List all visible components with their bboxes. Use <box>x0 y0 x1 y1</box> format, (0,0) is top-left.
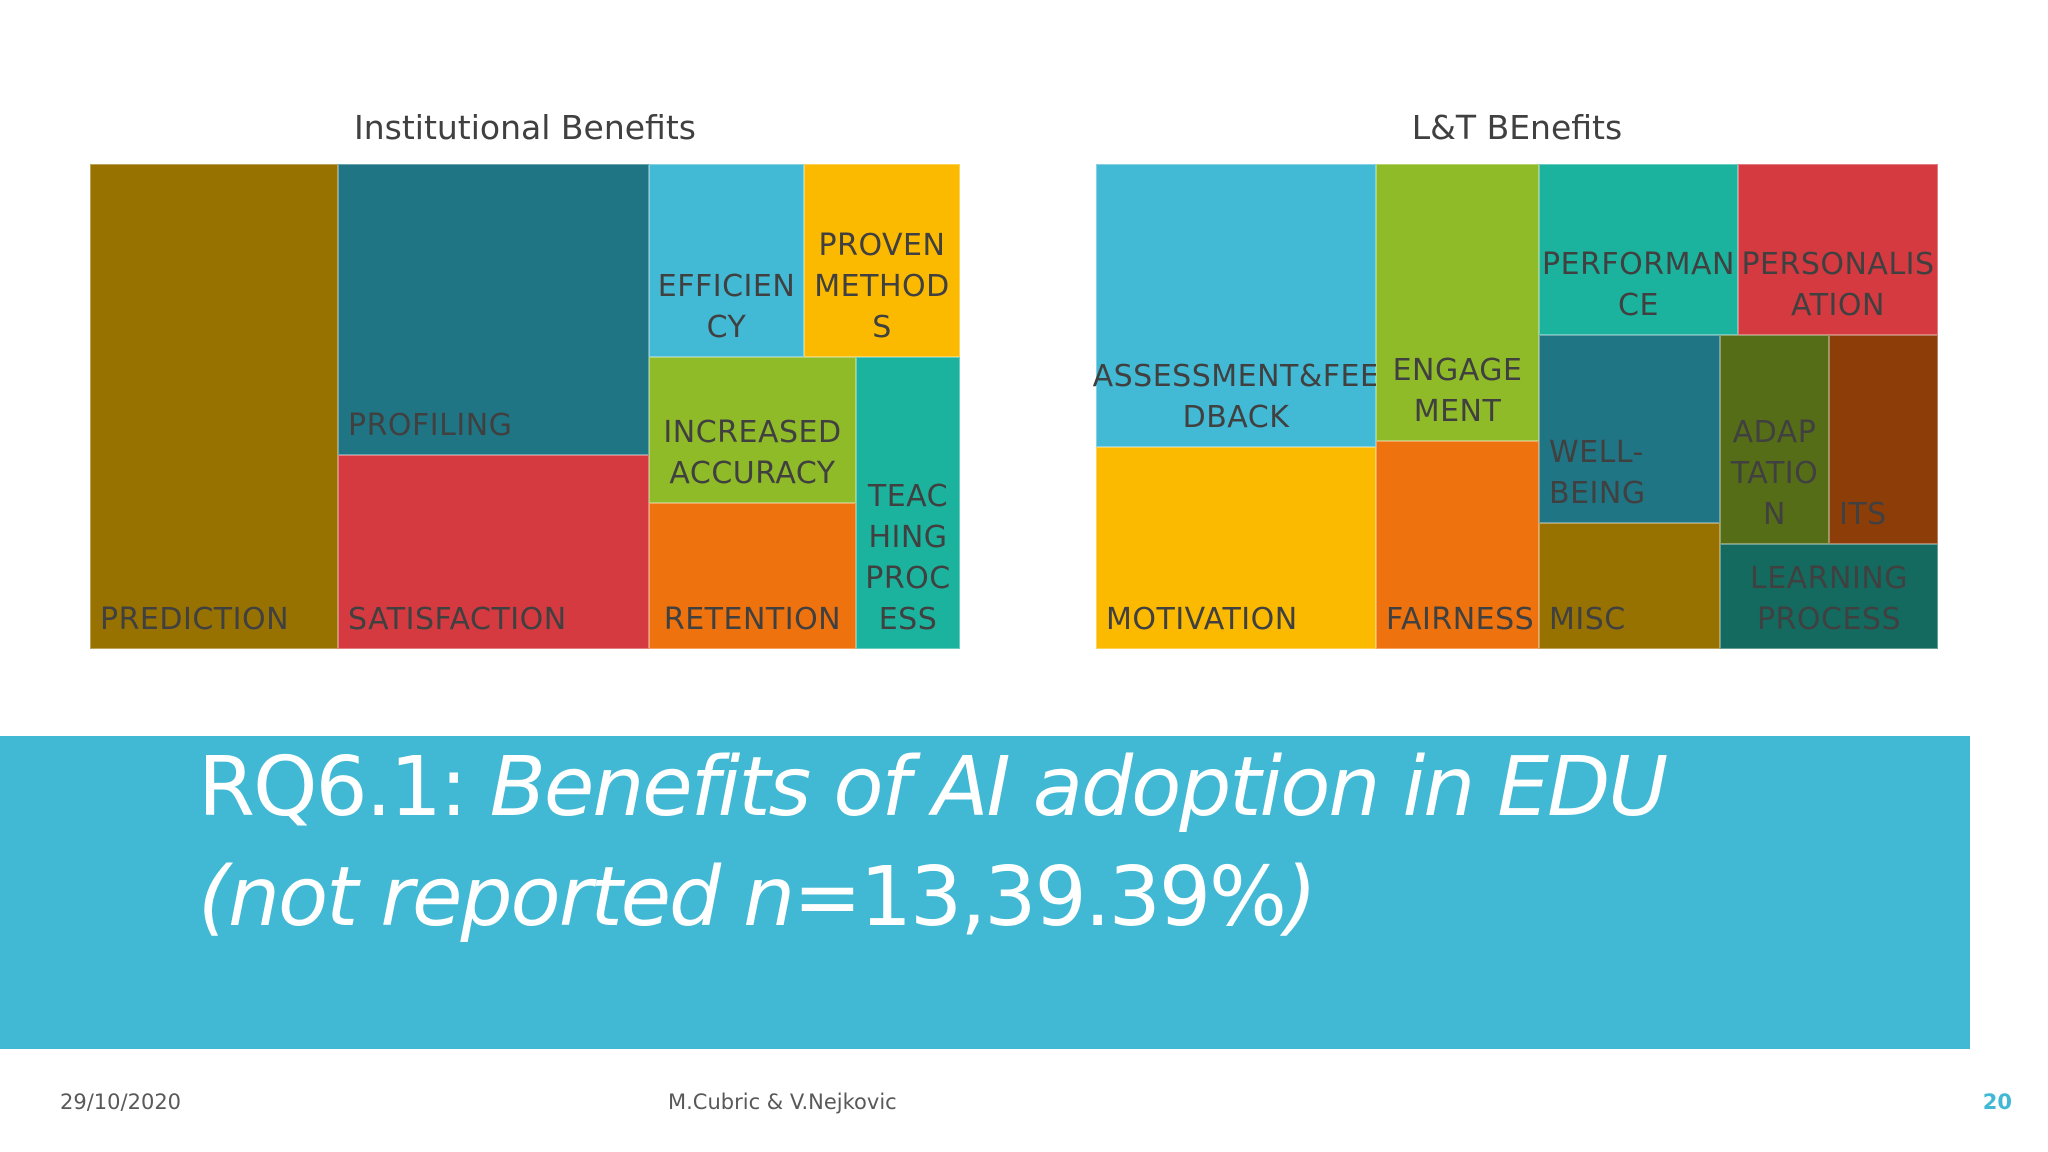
treemap-tile-prediction: PREDICTION <box>90 164 338 649</box>
treemap-tile-profiling: PROFILING <box>338 164 649 455</box>
treemap-tile-label: TEAC HING PROC ESS <box>865 479 951 637</box>
chart-title-institutional: Institutional Benefits <box>354 108 696 147</box>
treemap-tile-learningprocess: LEARNING PROCESS <box>1720 544 1938 649</box>
treemap-tile-efficiency: EFFICIEN CY <box>649 164 804 357</box>
treemap-tile-personalisation: PERSONALIS ATION <box>1738 164 1938 335</box>
treemap-tile-well-being: WELL- BEING <box>1539 335 1720 523</box>
treemap-tile-label: PROVEN METHOD S <box>814 228 950 345</box>
treemap-tile-label: FAIRNESS <box>1386 602 1535 637</box>
title-banner: RQ6.1: Benefits of AI adoption in EDU (n… <box>0 736 1970 1049</box>
slide-title-open: (not reported <box>198 850 744 945</box>
treemap-tile-label: PERFORMAN CE <box>1542 247 1735 323</box>
treemap-tile-label: PREDICTION <box>100 602 290 637</box>
slide-title-line-1: RQ6.1: Benefits of AI adoption in EDU <box>198 738 1669 838</box>
footer-date: 29/10/2020 <box>60 1090 182 1114</box>
treemap-tile-satisfaction: SATISFACTION <box>338 455 649 649</box>
page-number: 20 <box>1982 1090 2012 1114</box>
treemap-institutional-benefits: PREDICTION PROFILING SATISFACTION EFFICIEN … <box>90 164 960 649</box>
treemap-tile-fairness: FAIRNESS <box>1376 441 1539 649</box>
treemap-lt-benefits: ASSESSMENT&FEE DBACK MOTIVATION ENGAGE MEN… <box>1093 164 1938 649</box>
slide-title-close: ) <box>1284 850 1317 945</box>
treemap-tile-its: ITS <box>1829 335 1938 544</box>
slide-title-italic: Benefits of AI adoption in EDU <box>489 740 1669 835</box>
treemap-tile-performance: PERFORMAN CE <box>1539 164 1738 335</box>
treemap-tile-label: ENGAGE MENT <box>1392 353 1523 429</box>
treemap-tile-engagement: ENGAGE MENT <box>1376 164 1539 441</box>
treemap-tile-label: PROFILING <box>348 408 513 443</box>
treemap-tile-label: ASSESSMENT&FEE DBACK <box>1092 359 1380 435</box>
slide-title-prefix: RQ6.1: <box>198 740 490 835</box>
treemap-tile-increasedaccuracy: INCREASED ACCURACY <box>649 357 856 503</box>
treemap-tile-misc: MISC <box>1539 523 1720 649</box>
treemap-tile-label: EFFICIEN CY <box>657 269 796 345</box>
slide-title-n: n <box>743 850 795 945</box>
treemap-tile-label: ADAP TATIO N <box>1730 415 1819 532</box>
treemap-tile-motivation: MOTIVATION <box>1096 447 1376 649</box>
treemap-tile-label: LEARNING PROCESS <box>1749 561 1908 637</box>
treemap-tile-retention: RETENTION <box>649 503 856 649</box>
treemap-tile-label: INCREASED ACCURACY <box>663 415 842 491</box>
treemap-tile-label: PERSONALIS ATION <box>1741 247 1935 323</box>
treemap-tile-label: MISC <box>1549 602 1626 637</box>
treemap-tile-label: RETENTION <box>663 602 842 637</box>
treemap-tile-label: WELL- BEING <box>1549 435 1646 511</box>
treemap-tile-assessment-feedback: ASSESSMENT&FEE DBACK <box>1093 164 1379 447</box>
chart-title-lt: L&T BEnefits <box>1411 108 1623 147</box>
footer-authors: M.Cubric & V.Nejkovic <box>668 1090 897 1114</box>
slide-title-line-2: (not reported n=13,39.39%) <box>198 848 1317 948</box>
treemap-tile-label: MOTIVATION <box>1106 602 1298 637</box>
treemap-tile-adaptation: ADAP TATIO N <box>1720 335 1829 544</box>
treemap-tile-label: SATISFACTION <box>348 602 567 637</box>
slide-title-value: =13,39.39% <box>793 850 1287 945</box>
treemap-tile-provenmethods: PROVEN METHOD S <box>804 164 960 357</box>
treemap-tile-teachingprocess: TEAC HING PROC ESS <box>856 357 960 649</box>
treemap-tile-label: ITS <box>1839 497 1887 532</box>
